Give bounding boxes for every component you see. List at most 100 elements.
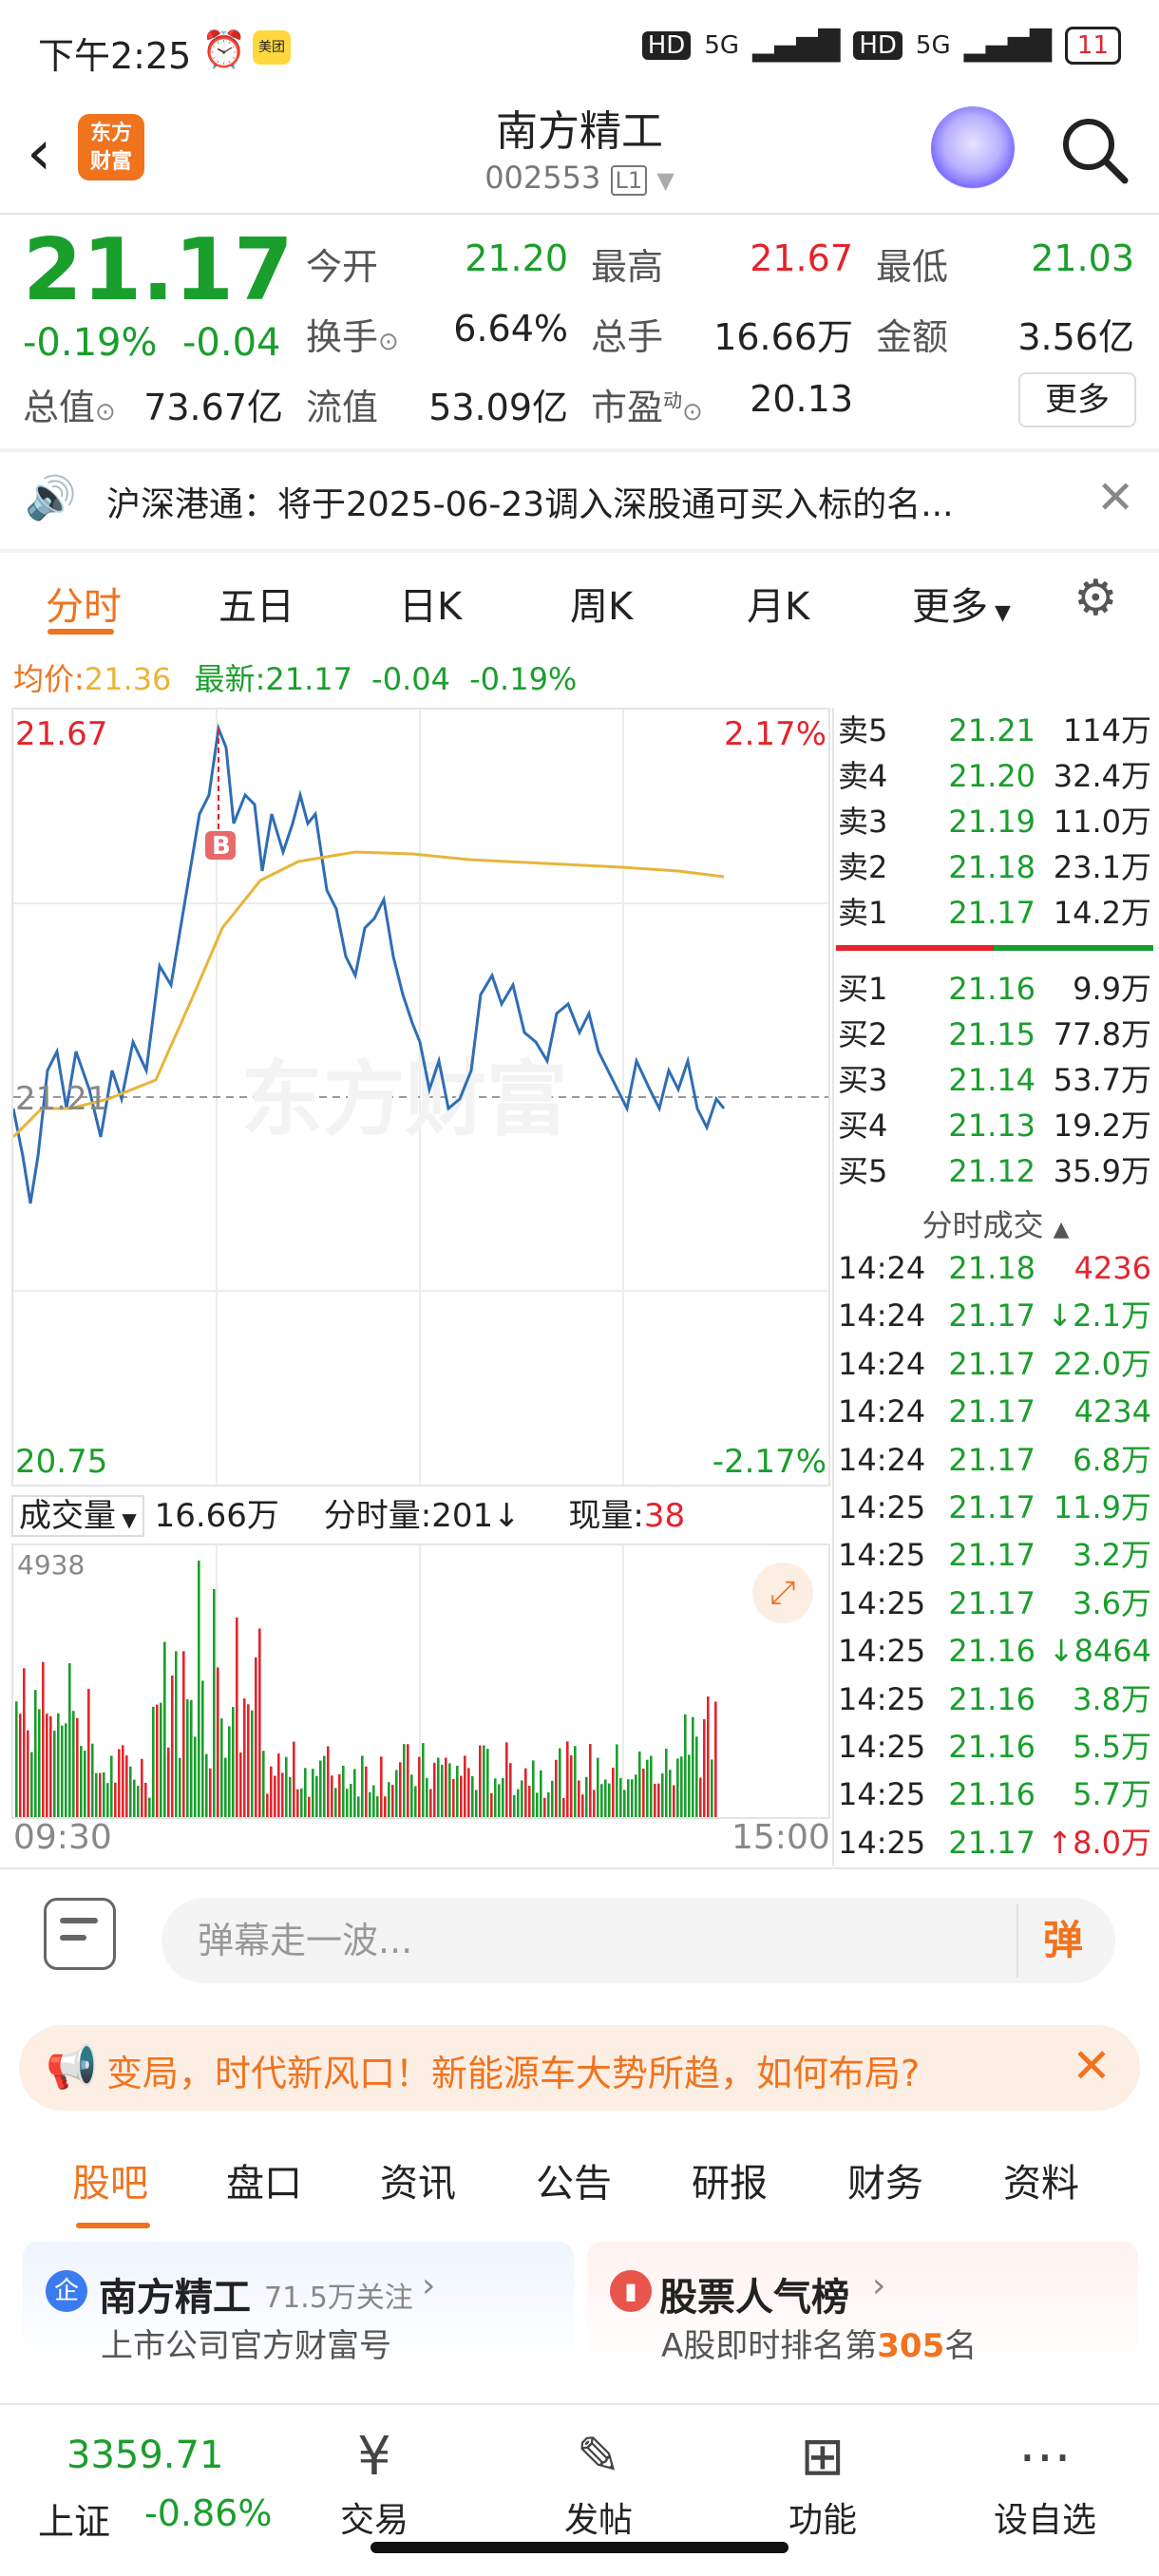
dock-trade[interactable]: ¥ 交易	[298, 2422, 450, 2542]
bid-row[interactable]: 买3 21.14 53.7万	[838, 1062, 1151, 1098]
index-name[interactable]: 上证	[38, 2501, 111, 2543]
ticks-title[interactable]: 分时成交 ▲	[922, 1207, 1070, 1243]
volume-bar	[68, 1663, 71, 1817]
official-account-card[interactable]: 企 南方精工 71.5万关注 › 上市公司官方财富号	[23, 2242, 574, 2365]
danmu-input[interactable]: 弹幕走一波...	[162, 1898, 1115, 1983]
ad-text[interactable]: 变局，时代新风口！新能源车大势所趋，如何布局?	[106, 2053, 921, 2094]
tab-announcements[interactable]: 公告	[536, 2162, 612, 2206]
volume-bar	[407, 1744, 409, 1817]
more-quote-button[interactable]: 更多	[1018, 372, 1136, 427]
popularity-rank-card[interactable]: ▮ 股票人气榜 › A股即时排名第305名	[587, 2242, 1138, 2365]
volume-bar	[399, 1762, 402, 1817]
dock-post[interactable]: ✎ 发帖	[522, 2422, 674, 2542]
tab-intraday[interactable]: 分时	[46, 585, 122, 629]
notice-text[interactable]: 沪深港通：将于2025-06-23调入深股通可买入标的名...	[106, 485, 954, 524]
volume-bar	[163, 1641, 166, 1817]
stock-header: ‹ 东方 财富 南方精工 002553 L1 ▼	[0, 95, 1159, 214]
volume-bar	[296, 1789, 299, 1817]
tab-month-k[interactable]: 月K	[747, 585, 810, 629]
card-title: 南方精工	[99, 2276, 251, 2320]
search-icon[interactable]	[1056, 112, 1132, 188]
chevron-right-icon: ›	[872, 2266, 886, 2305]
volume-bar	[604, 1779, 607, 1817]
volume-bar	[448, 1763, 451, 1817]
change-pct: -0.19%	[23, 321, 158, 365]
level-badge: L1	[610, 165, 648, 196]
volume-bar	[103, 1771, 105, 1817]
pe-label[interactable]: 市盈动⊙	[591, 387, 703, 428]
volume-bar	[137, 1786, 140, 1817]
stock-code[interactable]: 002553 L1 ▼	[484, 160, 674, 196]
volume-bar	[661, 1773, 664, 1817]
volume-value: 16.66万	[713, 316, 853, 358]
mcap-label[interactable]: 总值⊙	[23, 387, 116, 428]
back-icon[interactable]: ‹	[27, 116, 52, 189]
volume-bar	[570, 1754, 573, 1817]
bid-row[interactable]: 买4 21.13 19.2万	[838, 1108, 1151, 1144]
volume-bar	[160, 1702, 162, 1817]
ask-row[interactable]: 卖4 21.20 32.4万	[838, 758, 1151, 794]
tab-day-k[interactable]: 日K	[399, 585, 463, 629]
ask-row[interactable]: 卖3 21.19 11.0万	[838, 804, 1151, 840]
volume-chart[interactable]: 4938 ⤢	[11, 1544, 830, 1819]
tab-guba[interactable]: 股吧	[72, 2162, 148, 2206]
volume-bar	[53, 1731, 56, 1817]
volume-bar	[627, 1779, 630, 1817]
notice-bar[interactable]: 🔊 沪深港通：将于2025-06-23调入深股通可买入标的名... ✕	[0, 452, 1159, 547]
close-icon[interactable]: ✕	[1072, 2038, 1112, 2093]
tab-research[interactable]: 研报	[692, 2162, 768, 2206]
danmu-settings-icon[interactable]	[44, 1898, 116, 1970]
index-value[interactable]: 3359.71	[66, 2434, 224, 2477]
intraday-chart[interactable]: 东方财富 B 21.67 2.17% 21.21 20.75 -2.17%	[11, 708, 830, 1487]
close-icon[interactable]: ✕	[1096, 471, 1135, 524]
volume-bar	[665, 1749, 668, 1817]
ask-row[interactable]: 卖2 21.18 23.1万	[838, 849, 1151, 885]
buy-marker[interactable]: B	[212, 832, 231, 861]
tab-news[interactable]: 资讯	[380, 2162, 456, 2206]
assistant-robot-icon[interactable]	[931, 106, 1015, 190]
volume-bar	[475, 1790, 478, 1817]
ask-row[interactable]: 卖1 21.17 14.2万	[838, 895, 1151, 931]
tab-finance[interactable]: 财务	[847, 2162, 923, 2206]
edit-icon: ✎	[576, 2426, 621, 2488]
dock-functions[interactable]: ⊞ 功能	[747, 2422, 899, 2542]
bid-row[interactable]: 买1 21.16 9.9万	[838, 971, 1151, 1007]
dock-add-watchlist[interactable]: ⋯ 设自选	[969, 2422, 1121, 2542]
home-indicator	[370, 2542, 788, 2553]
danmu-toggle-button[interactable]: 弹	[1016, 1904, 1108, 1978]
gear-icon[interactable]: ⚙	[1074, 570, 1118, 627]
volume-bar	[194, 1736, 197, 1817]
volume-bar	[365, 1766, 368, 1817]
open-label: 今开	[306, 246, 379, 288]
turnover-label[interactable]: 换手⊙	[306, 316, 399, 358]
volume-total: 16.66万	[154, 1497, 279, 1535]
volume-bar	[418, 1756, 421, 1817]
low-label: 最低	[876, 246, 949, 288]
volume-bar	[505, 1742, 508, 1817]
bid-row[interactable]: 买5 21.12 35.9万	[838, 1153, 1151, 1189]
volume-bar	[357, 1796, 360, 1817]
bid-row[interactable]: 买2 21.15 77.8万	[838, 1016, 1151, 1052]
time-start: 09:30	[13, 1818, 112, 1857]
ask-row[interactable]: 卖5 21.21 114万	[838, 712, 1151, 748]
volume-bar	[243, 1698, 246, 1817]
ad-banner[interactable]: 📢 变局，时代新风口！新能源车大势所趋，如何布局? ✕	[19, 2025, 1140, 2111]
avg-latest-line: 均价:21.36 最新:21.17 -0.04 -0.19%	[13, 661, 578, 697]
tab-pankou[interactable]: 盘口	[226, 2162, 302, 2206]
volume-bar	[125, 1755, 128, 1817]
tab-profile[interactable]: 资料	[1003, 2162, 1079, 2206]
tab-five-day[interactable]: 五日	[218, 585, 294, 629]
index-pct: -0.86%	[144, 2492, 273, 2534]
avg-price-line	[11, 850, 725, 1139]
tab-week-k[interactable]: 周K	[570, 585, 634, 629]
volume-indicator-select[interactable]: 成交量 ▼	[11, 1495, 144, 1537]
volume-bar	[91, 1743, 94, 1817]
volume-bar	[293, 1741, 295, 1817]
volume-bar	[239, 1752, 242, 1817]
volume-bar	[543, 1797, 546, 1817]
volume-bar	[289, 1776, 292, 1817]
expand-icon[interactable]: ⤢	[752, 1563, 813, 1623]
tab-more[interactable]: 更多 ▼	[912, 585, 1011, 629]
volume-bar	[346, 1789, 349, 1817]
volume-bar	[114, 1782, 117, 1817]
